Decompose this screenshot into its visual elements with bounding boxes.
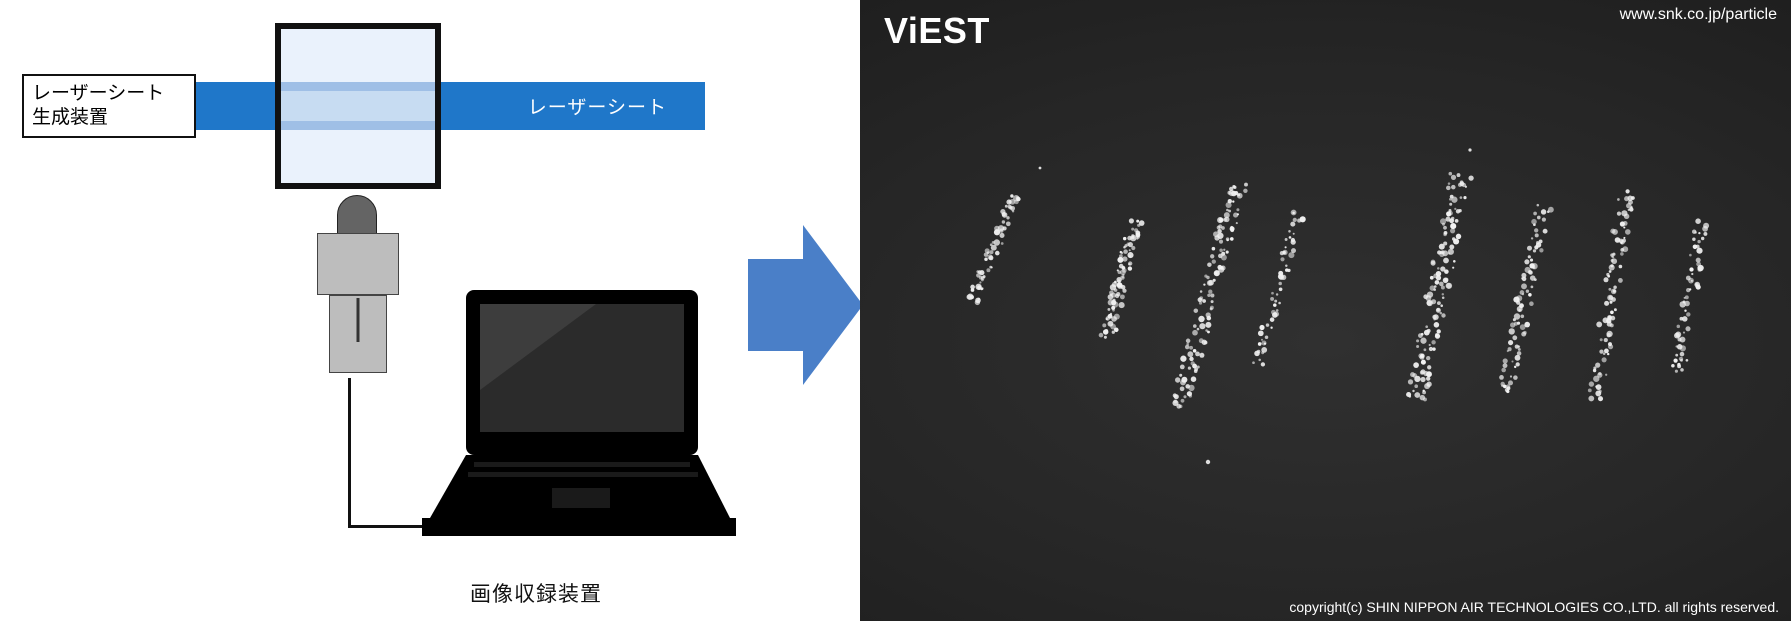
particle-streaks	[860, 0, 1791, 621]
image-recorder-label: 画像収録装置	[470, 578, 602, 608]
laser-generator-box: レーザーシート 生成装置	[22, 74, 196, 138]
camera-body	[329, 295, 387, 373]
laser-sheet-bar: レーザーシート	[180, 82, 705, 130]
generator-label-line1: レーザーシート	[32, 82, 186, 106]
camera-icon	[309, 195, 407, 385]
camera-head	[317, 233, 399, 295]
camera-lens	[337, 195, 377, 237]
observation-target-box	[275, 23, 441, 189]
generator-label-line2: 生成装置	[32, 106, 186, 130]
laser-sheet-label: レーザーシート	[528, 93, 667, 120]
particle-result-panel: ViEST www.snk.co.jp/particle copyright(c…	[860, 0, 1791, 621]
schematic-diagram: レーザーシート レーザーシート 生成装置	[0, 0, 760, 621]
flow-arrow-icon	[748, 225, 863, 385]
target-band-light	[281, 91, 435, 121]
cable-vertical	[348, 378, 351, 528]
laptop-icon	[418, 290, 738, 550]
